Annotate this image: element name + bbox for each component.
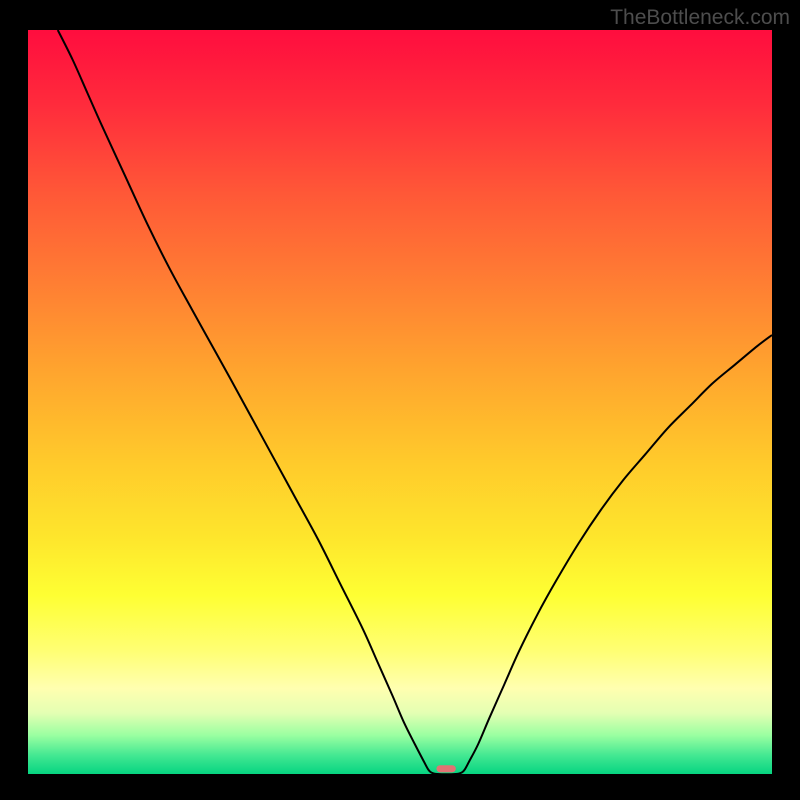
bottleneck-chart bbox=[0, 0, 800, 800]
chart-gradient-background bbox=[28, 30, 772, 774]
optimal-marker bbox=[436, 765, 455, 772]
